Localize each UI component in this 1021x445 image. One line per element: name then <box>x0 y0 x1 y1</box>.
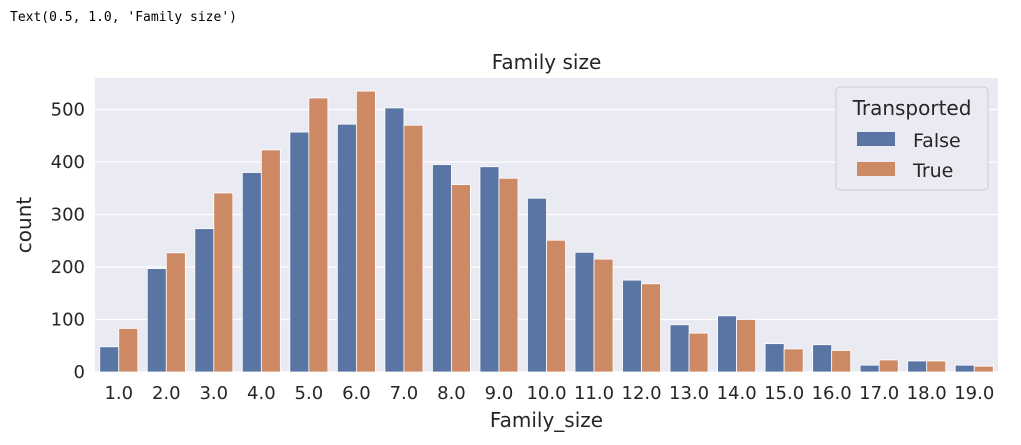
chart-title: Family size <box>492 50 602 74</box>
bar-false <box>907 360 928 373</box>
x-tick-label: 9.0 <box>485 383 514 404</box>
y-tick-label: 400 <box>51 152 85 173</box>
x-tick-label: 6.0 <box>342 383 371 404</box>
bar-true <box>973 365 994 373</box>
cell-output-text: Text(0.5, 1.0, 'Family size') <box>10 10 237 25</box>
y-axis-label: count <box>12 197 36 254</box>
x-tick-label: 16.0 <box>812 383 852 404</box>
bar-false <box>432 164 452 373</box>
bar-true <box>593 258 614 373</box>
bar-true <box>546 239 566 373</box>
x-tick-label: 12.0 <box>622 383 662 404</box>
bar-true <box>260 149 281 373</box>
bar-true <box>213 192 234 373</box>
legend-label-true: True <box>912 160 953 182</box>
x-tick-label: 2.0 <box>152 383 181 404</box>
y-tick-label: 500 <box>51 100 85 121</box>
bar-true <box>165 252 186 373</box>
bar-false <box>146 268 167 373</box>
x-tick-label: 19.0 <box>954 383 994 404</box>
y-tick-label: 100 <box>51 310 85 331</box>
x-tick-labels: 1.0 2.0 3.0 4.0 5.0 6.0 7.0 8.0 9.0 10.0 11.0 12.0 1… <box>104 383 994 404</box>
x-tick-label: 17.0 <box>859 383 899 404</box>
bar-false <box>954 364 975 373</box>
bar-true <box>641 283 661 373</box>
bar-false <box>622 279 642 373</box>
bar-false <box>574 251 595 373</box>
legend-swatch-true <box>857 162 895 176</box>
bar-true <box>926 360 947 373</box>
y-tick-label: 300 <box>51 205 85 226</box>
x-tick-label: 10.0 <box>526 383 566 404</box>
bar-false <box>336 123 357 373</box>
x-tick-label: 15.0 <box>764 383 804 404</box>
bar-true <box>831 350 852 373</box>
bar-false <box>859 364 880 373</box>
bar-true <box>498 177 519 373</box>
x-tick-label: 4.0 <box>247 383 276 404</box>
bar-true <box>878 359 899 373</box>
bar-false <box>194 228 215 373</box>
bar-false <box>99 346 120 373</box>
x-tick-label: 14.0 <box>717 383 757 404</box>
bar-true <box>403 124 424 373</box>
bar-true <box>308 97 329 373</box>
x-tick-label: 5.0 <box>295 383 324 404</box>
bar-false <box>479 166 500 373</box>
y-tick-labels: 0 100 200 300 400 500 <box>51 100 85 384</box>
legend: Transported False True <box>835 86 989 191</box>
x-axis-label: Family_size <box>490 408 603 432</box>
bar-false <box>717 315 738 373</box>
bar-true <box>688 332 709 373</box>
x-tick-label: 11.0 <box>574 383 614 404</box>
x-tick-label: 18.0 <box>907 383 947 404</box>
bar-true <box>118 328 139 373</box>
legend-title: Transported <box>852 96 972 120</box>
x-tick-label: 1.0 <box>104 383 133 404</box>
bar-false <box>812 344 833 373</box>
bar-false <box>764 343 785 373</box>
x-tick-label: 13.0 <box>669 383 709 404</box>
x-tick-label: 3.0 <box>199 383 228 404</box>
bar-false <box>669 324 690 373</box>
x-tick-label: 8.0 <box>437 383 466 404</box>
y-tick-label: 200 <box>51 257 85 278</box>
bar-false <box>527 197 547 373</box>
bar-true <box>783 348 804 373</box>
bar-false <box>241 172 262 373</box>
bar-true <box>355 90 376 373</box>
bar-false <box>289 131 310 373</box>
bar-true <box>736 319 757 373</box>
legend-swatch-false <box>857 132 895 146</box>
bar-true <box>451 184 471 373</box>
x-tick-label: 7.0 <box>390 383 419 404</box>
legend-label-false: False <box>913 130 961 152</box>
bars <box>99 90 994 373</box>
bar-false <box>384 107 405 373</box>
y-tick-label: 0 <box>74 362 85 383</box>
